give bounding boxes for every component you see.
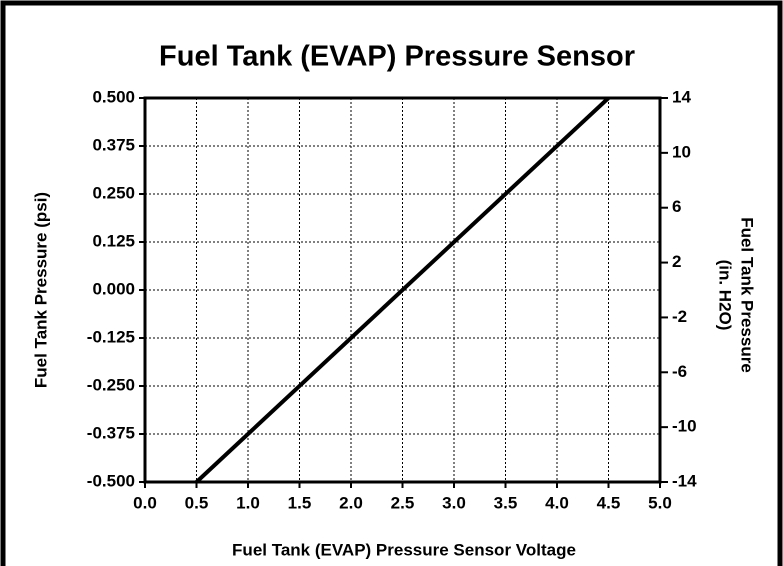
x-tick-label: 2.0 <box>339 493 363 512</box>
y2-tick-label: -2 <box>672 307 687 326</box>
y-axis-label: Fuel Tank Pressure (psi) <box>31 192 50 388</box>
chart-title: Fuel Tank (EVAP) Pressure Sensor <box>159 41 635 73</box>
x-tick-label: 4.5 <box>597 493 621 512</box>
x-tick-label: 2.5 <box>391 493 415 512</box>
y2-axis-label: Fuel Tank Pressure <box>738 217 757 373</box>
y-tick-label: 0.000 <box>92 279 135 298</box>
y-tick-label: 0.250 <box>92 183 135 202</box>
data-line <box>195 96 610 484</box>
y-tick-label: -0.250 <box>87 375 135 394</box>
y2-tick-label: -14 <box>672 471 697 490</box>
y2-tick-label: 10 <box>672 142 691 161</box>
x-axis-label: Fuel Tank (EVAP) Pressure Sensor Voltage <box>232 540 576 559</box>
x-tick-label: 1.5 <box>288 493 312 512</box>
y2-tick-label: -10 <box>672 417 697 436</box>
y-tick-label: -0.375 <box>87 423 135 442</box>
y-tick-label: 0.500 <box>92 87 135 106</box>
x-tick-label: 3.0 <box>442 493 466 512</box>
x-tick-label: 1.0 <box>236 493 260 512</box>
x-tick-label: 5.0 <box>648 493 672 512</box>
y-tick-label: -0.500 <box>87 471 135 490</box>
y2-axis-label: (in. H2O) <box>716 260 735 331</box>
y-tick-label: 0.375 <box>92 135 135 154</box>
x-tick-label: 3.5 <box>494 493 518 512</box>
y-tick-label: 0.125 <box>92 231 135 250</box>
y2-tick-label: -6 <box>672 362 687 381</box>
plot-border <box>143 96 662 484</box>
x-tick-label: 0.5 <box>185 493 209 512</box>
y-tick-label: -0.125 <box>87 327 135 346</box>
y2-tick-label: 6 <box>672 197 681 216</box>
y2-tick-label: 14 <box>672 87 691 106</box>
x-tick-label: 4.0 <box>545 493 569 512</box>
x-tick-label: 0.0 <box>133 493 157 512</box>
y2-tick-label: 2 <box>672 252 681 271</box>
